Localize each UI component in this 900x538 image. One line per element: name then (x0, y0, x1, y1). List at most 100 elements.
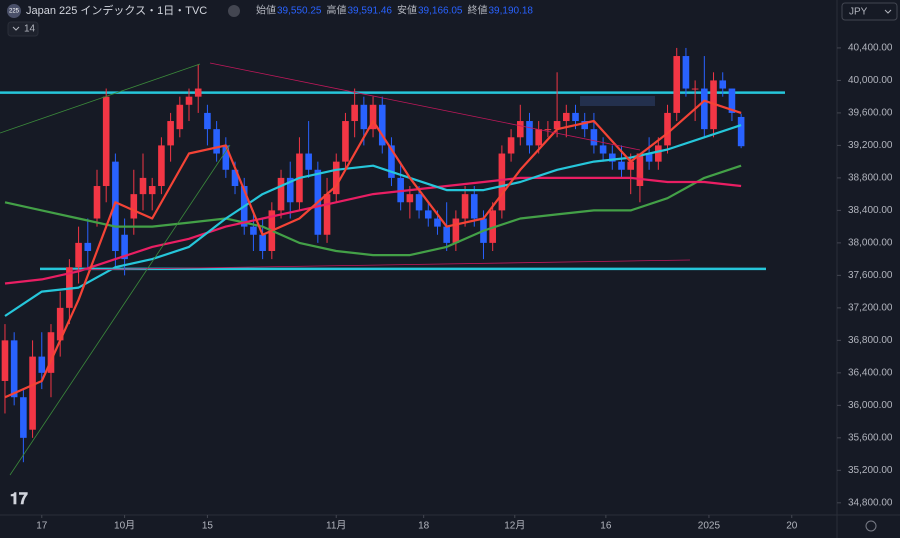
candle-body (443, 226, 450, 243)
candle-body (553, 121, 561, 130)
candle-body (452, 218, 460, 243)
candle-body (332, 161, 340, 195)
candle-body (498, 153, 506, 211)
candle-body (424, 210, 432, 219)
settings-button[interactable] (865, 520, 877, 532)
candle-body (139, 177, 147, 195)
candle-body (581, 121, 589, 130)
candle-body (112, 161, 119, 252)
currency: JPY (849, 7, 868, 18)
y-tick-label: 36,400.00 (848, 367, 893, 378)
trend-line (9, 144, 231, 476)
ohlc-label: 安値 (397, 4, 417, 17)
candle-body (204, 112, 211, 130)
y-tick-label: 38,400.00 (848, 205, 893, 216)
symbol-title[interactable]: Japan 225 インデックス・1日・TVC (26, 3, 207, 17)
candle-body (737, 116, 745, 147)
ohlc-label: 高値 (327, 4, 347, 17)
candle-body (535, 129, 542, 146)
candle-body (360, 104, 368, 130)
candle-body (701, 88, 708, 130)
candle-body (20, 397, 27, 438)
candle-body (461, 194, 469, 219)
candle-body (590, 129, 598, 146)
menu-dot[interactable] (228, 5, 240, 17)
candle-body (378, 104, 386, 146)
ohlc-label: 始値 (256, 4, 276, 17)
x-tick-label: 2025 (698, 521, 721, 532)
candle-body (84, 242, 92, 252)
candle-body (516, 121, 524, 138)
candle-body (121, 234, 128, 260)
candle-body (167, 121, 174, 146)
candle-body (691, 88, 699, 90)
ohlc-value: 39,166.05 (418, 6, 463, 17)
ohlc-label: 終値 (468, 4, 488, 17)
y-tick-label: 38,000.00 (848, 238, 893, 249)
x-tick-label: 11月 (326, 520, 346, 532)
candle-body (259, 234, 266, 252)
candle-body (388, 145, 395, 178)
candle-body (222, 145, 230, 170)
moving-average (4, 164, 742, 257)
currency-select[interactable] (841, 2, 898, 21)
candle-body (673, 56, 681, 113)
candle-body (213, 129, 220, 154)
indicator-value: 14 (24, 24, 36, 35)
candle-body (93, 186, 101, 219)
candle-body (75, 242, 82, 268)
moving-average (4, 124, 742, 317)
candle-body (470, 194, 478, 219)
moving-average (4, 99, 742, 399)
y-tick-label: 39,200.00 (848, 140, 893, 151)
y-tick-label: 36,000.00 (848, 400, 893, 411)
candle-body (102, 96, 110, 187)
chevron (12, 26, 20, 31)
y-tick-label: 39,600.00 (848, 108, 893, 119)
y-tick-label: 37,600.00 (848, 270, 893, 281)
candle-body (572, 112, 579, 122)
candle-body (434, 218, 441, 227)
x-tick-label: 12月 (504, 520, 525, 532)
candle-body (562, 112, 570, 122)
candle-body (627, 161, 635, 170)
candle-body (526, 121, 533, 146)
candle-body (10, 340, 18, 398)
candle-body (682, 56, 690, 89)
x-tick-label: 15 (202, 521, 214, 532)
candle-body (47, 332, 55, 373)
y-tick-label: 35,600.00 (848, 432, 893, 443)
x-tick-label: 10月 (114, 520, 135, 532)
candle-body (176, 104, 184, 130)
candle-body (599, 145, 607, 154)
candle-body (351, 104, 358, 122)
y-tick-label: 38,800.00 (848, 173, 893, 184)
candle-body (406, 194, 414, 203)
moving-average (4, 176, 742, 285)
plot-area (0, 47, 785, 463)
trend-line (0, 63, 201, 134)
x-tick-label: 20 (786, 521, 798, 532)
candle-body (728, 88, 736, 113)
x-tick-label: 18 (418, 521, 430, 532)
candle-body (664, 112, 671, 146)
candle-body (29, 356, 36, 430)
symbol-icon-text: 225 (9, 9, 20, 15)
ohlc-legend: 始値 39,550.25 高値 39,591.46 安値 39,166.05 終値 39,19… (256, 4, 533, 17)
candle-body (323, 194, 331, 235)
candle-body (194, 88, 202, 97)
chevron (884, 9, 892, 14)
candle-body (655, 145, 662, 162)
y-tick-label: 34,800.00 (848, 497, 893, 508)
x-tick-label: 17 (36, 521, 48, 532)
candle-body (148, 186, 156, 195)
indicator-toggle[interactable] (7, 21, 39, 37)
candle-body (507, 137, 515, 154)
candle-body (231, 169, 239, 187)
candle-body (158, 145, 165, 187)
candle-body (342, 121, 349, 162)
ohlc-value: 39,591.46 (348, 6, 393, 17)
y-tick-label: 37,200.00 (848, 303, 893, 314)
candle-body (286, 177, 294, 203)
